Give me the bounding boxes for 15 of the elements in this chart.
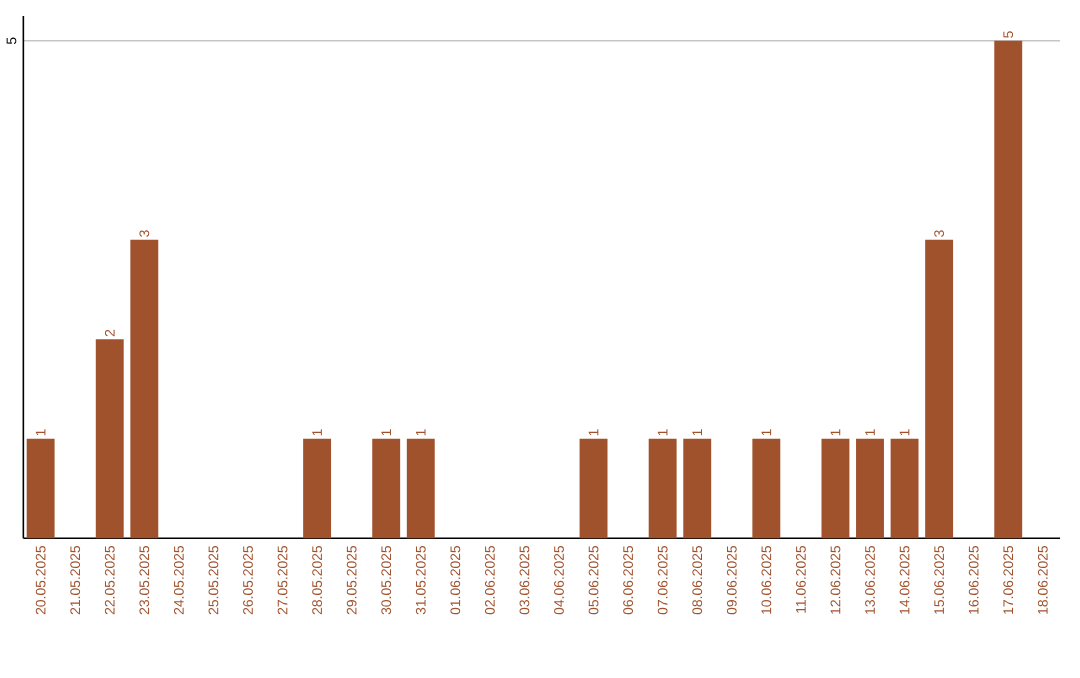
- bar: [752, 438, 781, 539]
- bar: [26, 438, 55, 539]
- bar: [579, 438, 608, 539]
- bar: [406, 438, 435, 539]
- bar: [372, 438, 401, 539]
- bar: [648, 438, 677, 539]
- bar: [821, 438, 850, 539]
- bar: [95, 339, 124, 539]
- bar: [683, 438, 712, 539]
- bar: [925, 239, 954, 539]
- bar: [994, 40, 1023, 539]
- bar: [303, 438, 332, 539]
- bar: [856, 438, 884, 539]
- bar: [890, 438, 919, 539]
- bar: [130, 239, 159, 539]
